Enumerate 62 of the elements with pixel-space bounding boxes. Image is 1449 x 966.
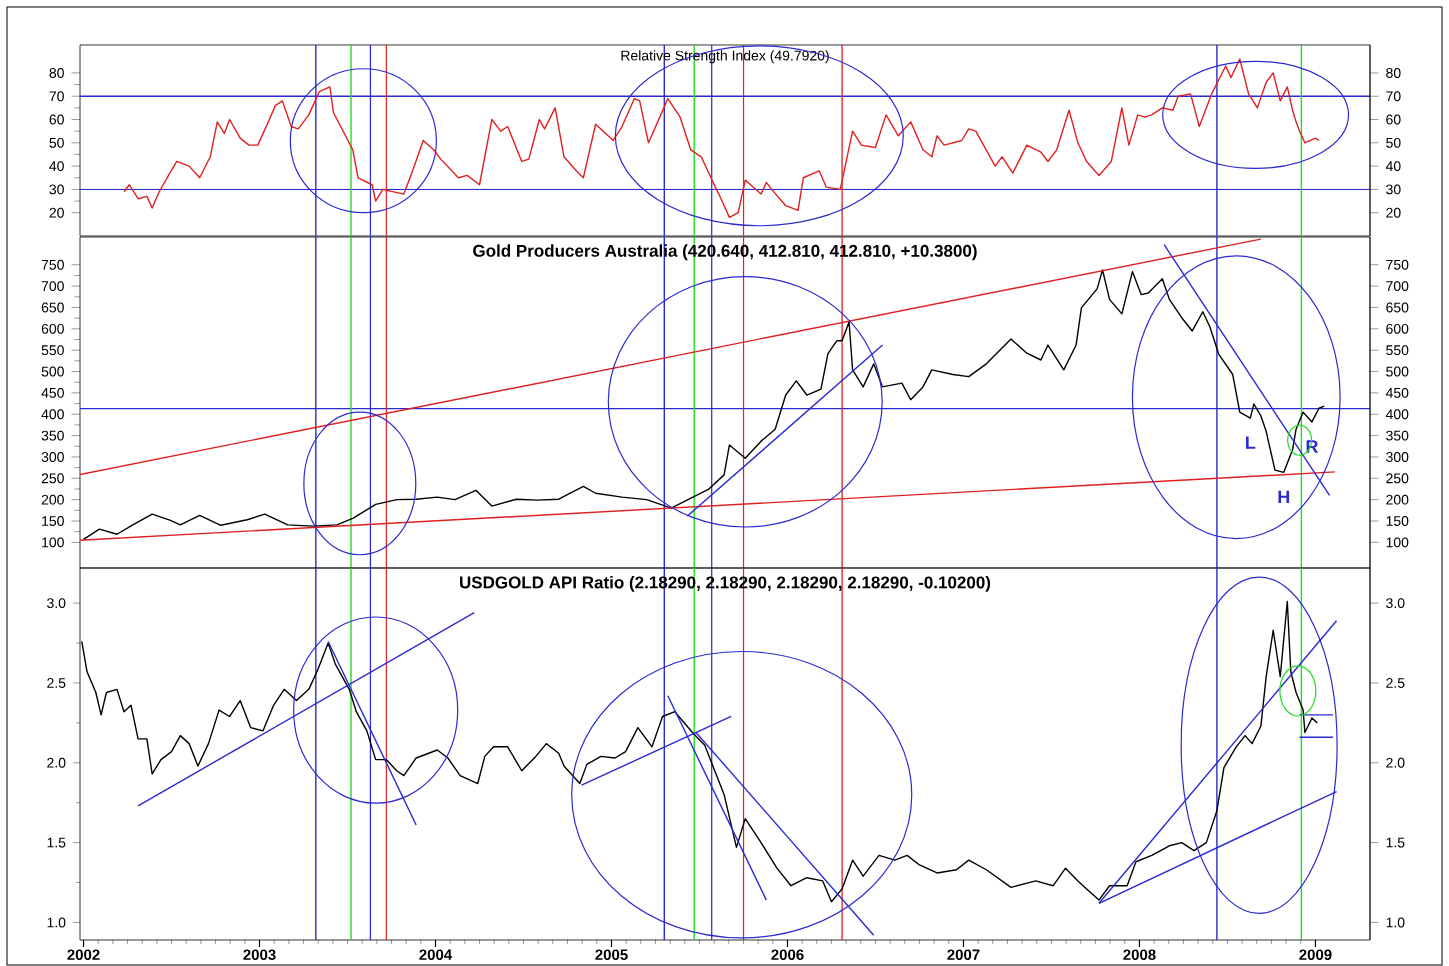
y-tick-label: 1.5 xyxy=(47,837,66,848)
x-tick-label: 2008 xyxy=(1123,949,1156,961)
y2-tick-label: 2.0 xyxy=(1386,757,1405,768)
annotation: H xyxy=(1278,490,1290,504)
x-tick-label: 2005 xyxy=(595,949,628,961)
y-tick-label: 2.5 xyxy=(47,678,66,688)
y2-tick-label: 650 xyxy=(1386,302,1409,313)
y-tick-label: 750 xyxy=(41,259,64,270)
y2-tick-label: 30 xyxy=(1386,184,1401,195)
y2-tick-label: 250 xyxy=(1386,473,1409,484)
y-tick-label: 450 xyxy=(41,387,64,398)
y-tick-label: 200 xyxy=(41,494,64,505)
y-tick-label: 350 xyxy=(41,430,64,441)
y2-tick-label: 80 xyxy=(1386,68,1401,78)
y-tick-label: 650 xyxy=(41,302,64,313)
y-tick-label: 3.0 xyxy=(47,598,66,609)
y-tick-label: 70 xyxy=(49,91,64,102)
y-tick-label: 250 xyxy=(41,473,64,484)
y-tick-label: 30 xyxy=(49,184,64,195)
y-tick-label: 150 xyxy=(42,516,64,526)
y-tick-label: 60 xyxy=(49,114,64,125)
y-tick-label: 300 xyxy=(41,452,64,462)
y2-tick-label: 1.5 xyxy=(1386,837,1405,848)
y-tick-label: 600 xyxy=(41,323,64,334)
y2-tick-label: 60 xyxy=(1386,114,1401,125)
x-tick-label: 2009 xyxy=(1299,949,1332,961)
y2-tick-label: 70 xyxy=(1386,91,1401,102)
y-tick-label: 40 xyxy=(49,161,64,172)
y-tick-label: 80 xyxy=(49,68,64,78)
x-tick-label: 2004 xyxy=(419,949,453,961)
y-tick-label: 500 xyxy=(41,366,64,377)
y-tick-label: 20 xyxy=(49,207,64,218)
y2-tick-label: 600 xyxy=(1386,323,1409,334)
y2-tick-label: 550 xyxy=(1386,345,1409,356)
y2-tick-label: 100 xyxy=(1386,537,1409,548)
y2-tick-label: 400 xyxy=(1385,409,1409,420)
y2-tick-label: 2.5 xyxy=(1386,678,1405,688)
y-tick-label: 2.0 xyxy=(47,757,66,768)
y-tick-label: 400 xyxy=(41,409,64,420)
y2-tick-label: 350 xyxy=(1386,430,1409,441)
y2-tick-label: 40 xyxy=(1385,161,1401,172)
y-tick-label: 550 xyxy=(41,345,64,356)
y2-tick-label: 200 xyxy=(1386,494,1409,505)
x-tick-label: 2003 xyxy=(243,949,276,961)
y2-tick-label: 20 xyxy=(1386,207,1401,218)
x-tick-label: 2007 xyxy=(947,949,980,961)
y2-tick-label: 150 xyxy=(1386,516,1409,526)
y2-tick-label: 3.0 xyxy=(1386,598,1405,609)
y2-tick-label: 700 xyxy=(1386,281,1409,292)
annotation: L xyxy=(1246,436,1256,449)
y-tick-label: 100 xyxy=(42,537,64,548)
x-tick-label: 2002 xyxy=(67,949,100,961)
y2-tick-label: 750 xyxy=(1386,259,1409,270)
y2-tick-label: 500 xyxy=(1386,366,1409,377)
y-tick-label: 1.0 xyxy=(47,917,66,928)
x-tick-label: 2006 xyxy=(771,949,804,961)
y2-tick-label: 300 xyxy=(1386,452,1409,462)
y2-tick-label: 50 xyxy=(1386,137,1401,148)
y2-tick-label: 1.0 xyxy=(1386,917,1405,928)
y2-tick-label: 450 xyxy=(1385,387,1409,398)
y-tick-label: 700 xyxy=(41,281,64,292)
y-tick-label: 50 xyxy=(49,137,64,148)
